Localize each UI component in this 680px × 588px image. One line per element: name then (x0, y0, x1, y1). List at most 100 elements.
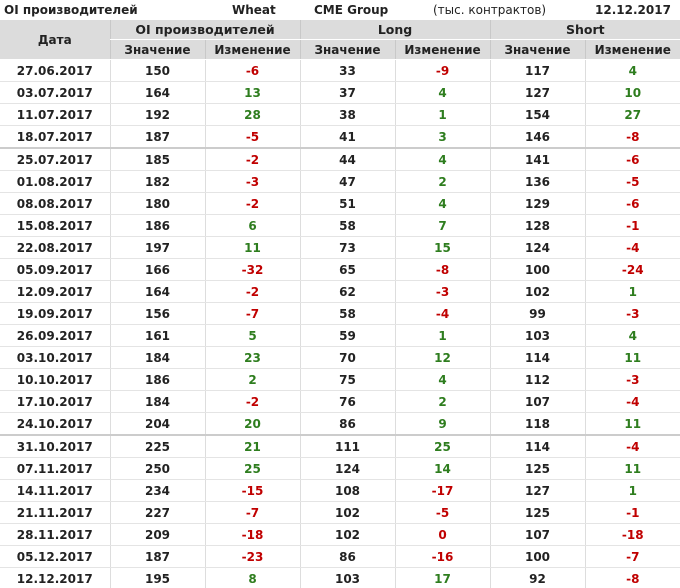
cell-long-value: 58 (299, 214, 396, 237)
cell-oi-change: -2 (204, 147, 301, 171)
header-change: Изменение (584, 39, 680, 60)
cell-date: 07.11.2017 (0, 457, 110, 480)
data-table: Дата OI производителей Long Short Значен… (0, 20, 680, 588)
cell-date: 19.09.2017 (0, 302, 110, 325)
cell-oi-value: 150 (109, 59, 205, 82)
cell-oi-change: 8 (204, 567, 301, 588)
header-group-short: Short (489, 20, 680, 40)
cell-long-change: 15 (394, 236, 491, 259)
cell-oi-value: 227 (109, 501, 205, 524)
cell-short-change: 10 (584, 81, 680, 104)
cell-short-value: 99 (489, 302, 586, 325)
table-row: 05.09.2017 166 -32 65 -8 100 -24 (0, 258, 680, 281)
cell-short-change: -3 (584, 302, 680, 325)
cell-oi-value: 186 (109, 214, 205, 237)
cell-long-value: 86 (299, 412, 396, 436)
cell-short-value: 125 (489, 457, 586, 480)
cell-long-change: -16 (394, 545, 491, 568)
cell-date: 03.10.2017 (0, 346, 110, 369)
cell-short-change: 11 (584, 457, 680, 480)
cell-short-change: 11 (584, 412, 680, 436)
cell-long-value: 70 (299, 346, 396, 369)
cell-oi-change: -7 (204, 501, 301, 524)
cell-oi-change: -6 (204, 59, 301, 82)
cell-short-change: 11 (584, 346, 680, 369)
cell-long-change: 7 (394, 214, 491, 237)
cell-short-change: -5 (584, 170, 680, 193)
cell-oi-value: 250 (109, 457, 205, 480)
cell-short-change: -4 (584, 236, 680, 259)
cell-oi-change: 28 (204, 103, 301, 126)
cell-short-change: 4 (584, 324, 680, 347)
report-date: 12.12.2017 (595, 3, 671, 17)
cell-long-value: 58 (299, 302, 396, 325)
cell-short-value: 103 (489, 324, 586, 347)
cell-short-change: -4 (584, 434, 680, 458)
cell-long-value: 59 (299, 324, 396, 347)
cell-long-change: 17 (394, 567, 491, 588)
table-row: 27.06.2017 150 -6 33 -9 117 4 (0, 59, 680, 82)
cell-short-change: -24 (584, 258, 680, 281)
cell-short-value: 114 (489, 434, 586, 458)
cell-short-value: 102 (489, 280, 586, 303)
cell-short-value: 117 (489, 59, 586, 82)
cell-date: 22.08.2017 (0, 236, 110, 259)
cell-long-value: 102 (299, 523, 396, 546)
table-row: 03.07.2017 164 13 37 4 127 10 (0, 81, 680, 104)
cell-long-value: 75 (299, 368, 396, 391)
cell-oi-change: -3 (204, 170, 301, 193)
cell-date: 26.09.2017 (0, 324, 110, 347)
cell-oi-change: -32 (204, 258, 301, 281)
commodity: Wheat (232, 3, 276, 17)
cell-short-change: -3 (584, 368, 680, 391)
cell-short-value: 100 (489, 258, 586, 281)
table-row: 03.10.2017 184 23 70 12 114 11 (0, 346, 680, 369)
table-row: 22.08.2017 197 11 73 15 124 -4 (0, 236, 680, 259)
cell-long-value: 41 (299, 125, 396, 149)
cell-long-value: 51 (299, 192, 396, 215)
cell-short-value: 127 (489, 479, 586, 502)
table-row: 21.11.2017 227 -7 102 -5 125 -1 (0, 501, 680, 524)
cell-oi-change: -2 (204, 390, 301, 413)
report-header: OI производителей Wheat CME Group (тыс. … (0, 0, 680, 20)
cell-short-value: 107 (489, 390, 586, 413)
table-row: 05.12.2017 187 -23 86 -16 100 -7 (0, 545, 680, 568)
cell-short-change: 27 (584, 103, 680, 126)
cell-date: 27.06.2017 (0, 59, 110, 82)
cell-date: 03.07.2017 (0, 81, 110, 104)
cell-oi-value: 192 (109, 103, 205, 126)
header-date: Дата (0, 20, 110, 60)
cell-short-value: 141 (489, 147, 586, 171)
cell-oi-value: 184 (109, 390, 205, 413)
table-row: 19.09.2017 156 -7 58 -4 99 -3 (0, 302, 680, 325)
cell-long-value: 37 (299, 81, 396, 104)
cell-long-value: 33 (299, 59, 396, 82)
cell-short-value: 100 (489, 545, 586, 568)
units: (тыс. контрактов) (433, 3, 547, 17)
cell-short-value: 127 (489, 81, 586, 104)
cell-long-change: 3 (394, 125, 491, 149)
table-row: 15.08.2017 186 6 58 7 128 -1 (0, 214, 680, 237)
cell-oi-change: 20 (204, 412, 301, 436)
cell-short-change: -4 (584, 390, 680, 413)
cell-long-change: 1 (394, 324, 491, 347)
cell-short-value: 125 (489, 501, 586, 524)
cell-date: 28.11.2017 (0, 523, 110, 546)
cell-date: 25.07.2017 (0, 147, 110, 171)
cell-oi-value: 234 (109, 479, 205, 502)
cell-long-value: 47 (299, 170, 396, 193)
cell-date: 11.07.2017 (0, 103, 110, 126)
cell-oi-change: -23 (204, 545, 301, 568)
cell-oi-value: 197 (109, 236, 205, 259)
exchange: CME Group (314, 3, 389, 17)
cell-long-change: 2 (394, 390, 491, 413)
cell-oi-value: 187 (109, 125, 205, 149)
header-change: Изменение (394, 39, 491, 60)
cell-oi-change: 23 (204, 346, 301, 369)
cell-oi-change: -2 (204, 280, 301, 303)
cell-long-change: 0 (394, 523, 491, 546)
cell-date: 14.11.2017 (0, 479, 110, 502)
cell-oi-value: 164 (109, 280, 205, 303)
table-row: 26.09.2017 161 5 59 1 103 4 (0, 324, 680, 347)
cell-short-value: 146 (489, 125, 586, 149)
